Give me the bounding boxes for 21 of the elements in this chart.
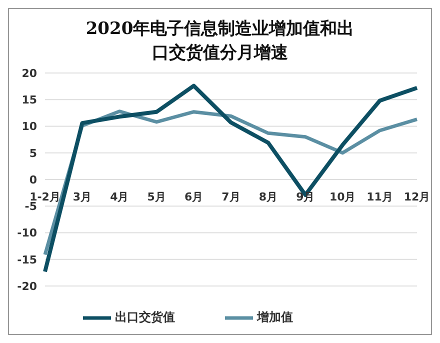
x-tick-label: 6月 xyxy=(184,190,204,204)
y-tick-label: -20 xyxy=(17,280,38,293)
y-tick-label: 10 xyxy=(22,120,38,134)
y-tick-label: 15 xyxy=(22,94,37,107)
x-tick-label: 11月 xyxy=(366,190,393,204)
x-tick-label: 10月 xyxy=(329,190,356,204)
x-tick-label: 8月 xyxy=(258,190,278,204)
x-tick-label: 5月 xyxy=(147,190,166,204)
legend-label: 出口交货值 xyxy=(115,310,175,324)
x-tick-label: 3月 xyxy=(72,190,92,204)
y-tick-label: -15 xyxy=(17,253,37,266)
x-tick-label: 7月 xyxy=(222,190,240,204)
y-tick-label: 5 xyxy=(29,146,37,160)
y-tick-label: 0 xyxy=(29,173,38,186)
legend-label: 增加值 xyxy=(257,310,293,324)
x-tick-label: 9月 xyxy=(296,190,315,204)
x-tick-label: 12月 xyxy=(404,190,430,204)
chart-title: 2020年电子信息制造业增加值和出口交货值分月增速 xyxy=(84,18,356,65)
y-tick-label: 20 xyxy=(22,66,38,80)
x-tick-label: 4月 xyxy=(110,190,129,204)
y-tick-label: -10 xyxy=(17,226,38,240)
